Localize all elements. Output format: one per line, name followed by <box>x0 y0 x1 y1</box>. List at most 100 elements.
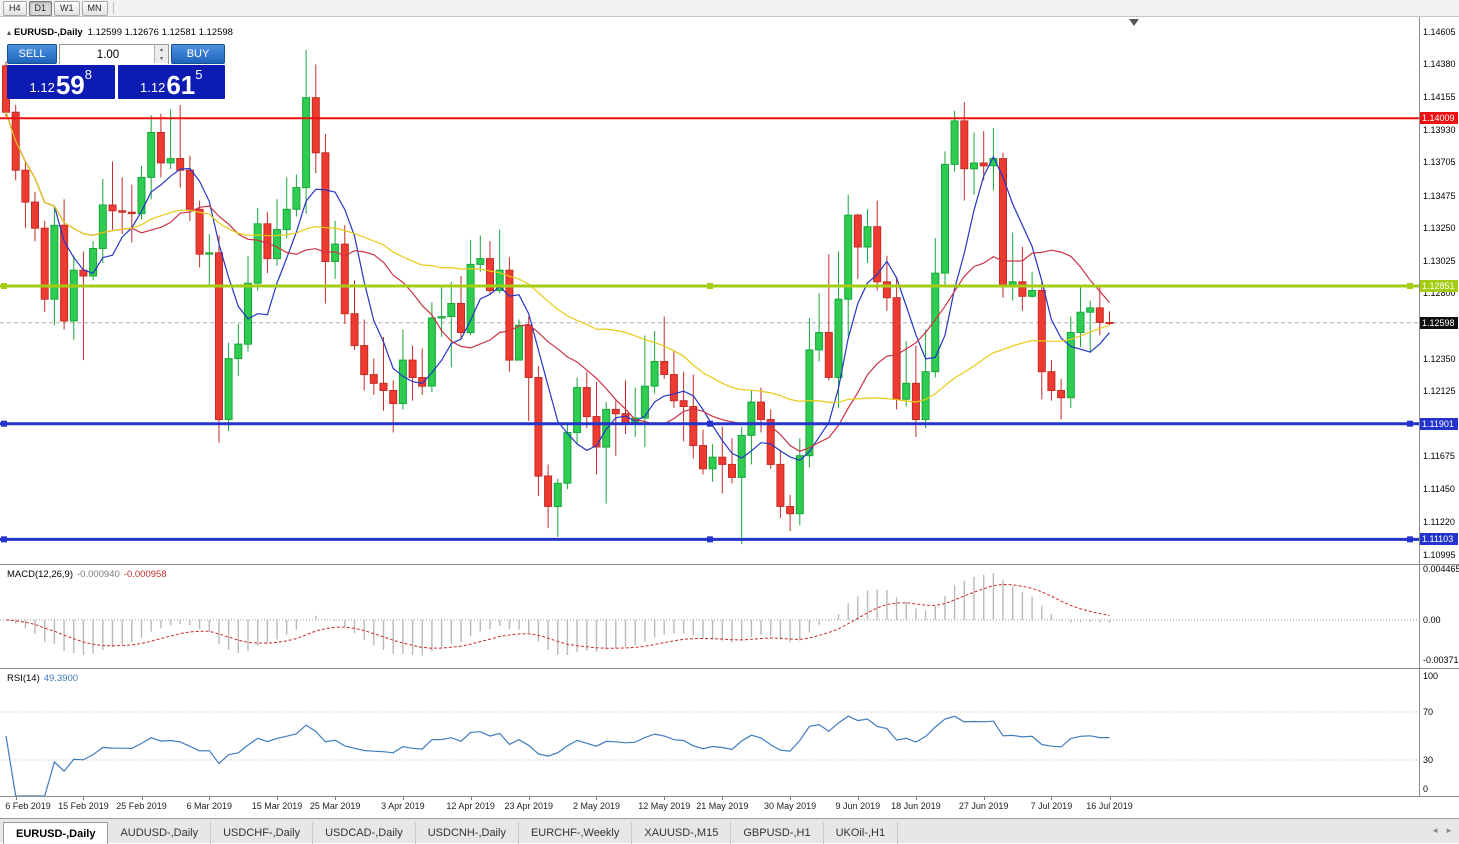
timeframe-button-d1[interactable]: D1 <box>28 0 53 16</box>
toolbar-separator <box>112 2 114 14</box>
date-axis-label: 6 Feb 2019 <box>5 801 51 811</box>
date-tick-mark <box>857 797 859 800</box>
candle <box>40 220 49 313</box>
candle <box>195 200 204 268</box>
date-tick-mark <box>402 797 404 800</box>
candle <box>640 335 649 447</box>
macd-signal-value: -0.000958 <box>123 569 167 580</box>
sell-button[interactable]: SELL <box>7 44 57 64</box>
date-axis-label: 21 May 2019 <box>696 801 749 811</box>
candle <box>127 184 136 243</box>
rsi-axis-tick: 0 <box>1423 784 1429 794</box>
candle <box>408 345 417 401</box>
candle <box>728 438 736 484</box>
line-handle[interactable] <box>1407 536 1413 543</box>
macd-indicator-panel[interactable] <box>0 565 1419 668</box>
line-handle[interactable] <box>1 420 7 427</box>
chart-shift-marker[interactable] <box>1129 19 1139 26</box>
tab-scroll-left-icon[interactable]: ◄ <box>1431 826 1440 835</box>
hline-price-label: 1.12851 <box>1420 280 1458 292</box>
chart-tab-usdcnh[interactable]: USDCNH-,Daily <box>416 822 519 844</box>
rsi-value: 49.3900 <box>43 673 79 684</box>
price-tick: 1.11450 <box>1423 484 1455 495</box>
line-handle[interactable] <box>707 420 713 427</box>
timeframe-button-mn[interactable]: MN <box>81 0 108 16</box>
volume-input[interactable] <box>60 46 168 64</box>
candle <box>718 426 727 494</box>
candle <box>273 199 281 266</box>
main-price-chart[interactable] <box>0 17 1419 564</box>
date-axis-label: 12 Apr 2019 <box>446 801 495 811</box>
chart-tab-usdcad[interactable]: USDCAD-,Daily <box>313 822 416 844</box>
panel-splitter[interactable] <box>0 564 1459 565</box>
candle <box>882 255 891 311</box>
candle <box>669 351 678 408</box>
sell-price-pipette: 8 <box>84 67 92 82</box>
candle <box>21 161 30 229</box>
line-handle[interactable] <box>1407 420 1413 427</box>
sell-price-display[interactable]: 1.12 59 8 <box>7 65 115 99</box>
candle <box>1095 286 1104 336</box>
price-tick: 1.12350 <box>1423 353 1456 364</box>
date-axis-label: 15 Feb 2019 <box>58 801 109 811</box>
chart-tab-gbpusd[interactable]: GBPUSD-,H1 <box>731 822 824 844</box>
candle <box>795 438 804 526</box>
sell-price-big-digits: 59 <box>55 69 85 100</box>
candle <box>476 235 485 272</box>
candle <box>815 293 824 362</box>
rsi-label: RSI(14) 49.3900 <box>7 673 78 684</box>
candle <box>979 131 988 181</box>
candle <box>592 381 601 475</box>
rsi-indicator-panel[interactable] <box>0 669 1419 796</box>
candle <box>1076 284 1085 347</box>
date-axis-label: 23 Apr 2019 <box>504 801 553 811</box>
candle <box>824 254 833 381</box>
date-tick-mark <box>1051 797 1053 800</box>
line-handle[interactable] <box>1 536 7 543</box>
candle <box>166 109 175 169</box>
timeframe-button-h4[interactable]: H4 <box>3 0 27 16</box>
candle <box>631 387 640 437</box>
line-handle[interactable] <box>1 283 7 290</box>
date-axis[interactable]: 6 Feb 2019 15 Feb 2019 25 Feb 2019 6 Mar 20… <box>0 797 1419 818</box>
candle <box>156 113 165 178</box>
rsi-axis-tick: 100 <box>1423 671 1439 681</box>
chart-tab-xauusd[interactable]: XAUUSD-,M15 <box>632 822 732 844</box>
candle <box>350 280 359 350</box>
candle <box>244 255 252 352</box>
panel-splitter[interactable] <box>0 796 1459 797</box>
chart-tab-ukoil[interactable]: UKOil-,H1 <box>824 822 899 844</box>
date-tick-mark <box>596 797 598 800</box>
buy-price-display[interactable]: 1.12 61 5 <box>117 65 225 99</box>
buy-button[interactable]: BUY <box>171 44 225 64</box>
panel-splitter[interactable] <box>0 668 1459 669</box>
date-axis-label: 3 Apr 2019 <box>381 801 425 811</box>
candle <box>844 194 853 336</box>
line-handle[interactable] <box>1407 283 1413 290</box>
candle <box>970 132 978 195</box>
candle <box>437 286 446 337</box>
macd-axis-tick: 0.004465 <box>1423 564 1459 574</box>
chart-header: ▴ EURUSD-,Daily 1.12599 1.12676 1.12581 1.… <box>7 27 233 38</box>
one-click-collapse-icon[interactable]: ▴ <box>7 28 12 37</box>
candle <box>495 229 504 294</box>
line-handle[interactable] <box>707 283 713 290</box>
sell-price-prefix: 1.12 <box>29 80 55 95</box>
line-handle[interactable] <box>707 536 713 543</box>
chart-tab-eurchf[interactable]: EURCHF-,Weekly <box>519 822 633 844</box>
volume-stepper-down-icon[interactable]: ▼ <box>154 54 168 63</box>
price-axis[interactable]: 1.14605 1.14380 1.14155 1.13930 1.13705 1.134… <box>1420 0 1459 843</box>
date-tick-mark <box>664 797 666 800</box>
candle <box>369 358 378 395</box>
chart-tab-usdchf[interactable]: USDCHF-,Daily <box>211 822 314 844</box>
date-tick-mark <box>470 797 472 800</box>
candle <box>89 241 98 281</box>
chart-tab-eurusd[interactable]: EURUSD-,Daily <box>3 822 109 844</box>
tab-scroll-right-icon[interactable]: ► <box>1445 826 1453 835</box>
date-axis-label: 25 Feb 2019 <box>116 801 167 811</box>
candle <box>50 206 59 326</box>
timeframe-button-w1[interactable]: W1 <box>54 0 80 16</box>
chart-tabs: EURUSD-,Daily AUDUSD-,Daily USDCHF-,Daily U… <box>3 822 899 844</box>
candle <box>1057 378 1066 420</box>
chart-tab-audusd[interactable]: AUDUSD-,Daily <box>108 822 212 844</box>
